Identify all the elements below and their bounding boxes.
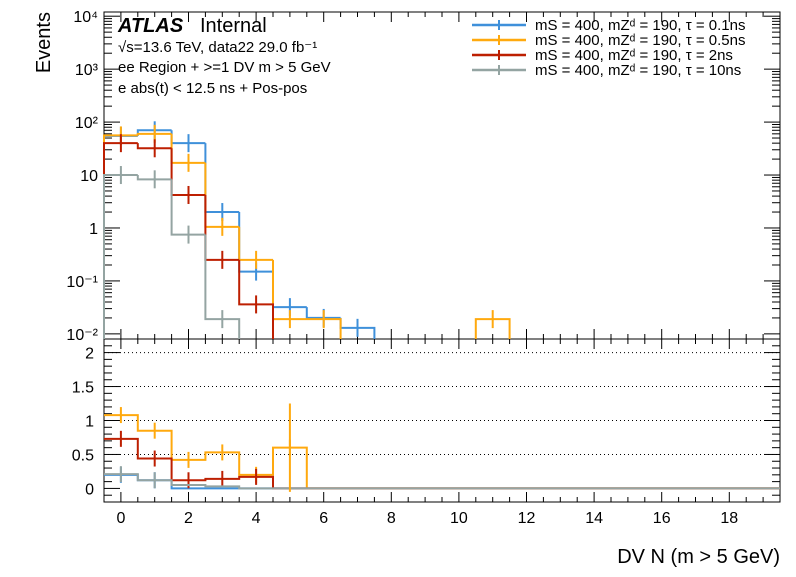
lower-axis-ticks: 0 0.5 1 1.5 2 xyxy=(72,345,780,498)
atlas-label: ATLAS xyxy=(117,15,184,37)
histogram-series-3 xyxy=(103,174,241,339)
upper-axis-ticks: 10⁻² 10⁻¹ 1 10 10² 10³ 10⁴ xyxy=(66,9,780,344)
x-tick-label: 18 xyxy=(720,510,738,527)
lower-y-tick-label: 0.5 xyxy=(72,447,94,464)
info-line-cut: e abs(t) < 12.5 ns + Pos-pos xyxy=(118,80,307,97)
atlas-status: Internal xyxy=(200,15,267,37)
legend-entry-3: mS = 400, mZᵈ = 190, τ = 10ns xyxy=(535,62,741,79)
upper-y-tick-label: 10² xyxy=(75,115,99,132)
lower-y-tick-label: 1 xyxy=(85,414,94,431)
x-tick-label: 0 xyxy=(116,510,125,527)
upper-y-tick-label: 10⁴ xyxy=(73,9,98,26)
upper-y-tick-label: 10 xyxy=(80,168,98,185)
x-axis-title: DV N (m > 5 GeV) xyxy=(617,546,780,568)
x-tick-label: 6 xyxy=(319,510,328,527)
upper-y-tick-label: 10⁻¹ xyxy=(66,274,98,291)
info-line-region: ee Region + >=1 DV m > 5 GeV xyxy=(118,59,331,76)
ratio-series-2 xyxy=(104,437,780,490)
lower-dotted-gridlines xyxy=(104,352,780,455)
upper-y-tick-label: 10³ xyxy=(75,62,99,79)
lower-panel-frame xyxy=(103,338,781,503)
x-tick-label: 4 xyxy=(252,510,261,527)
info-line-energy: √s=13.6 TeV, data22 29.0 fb⁻¹ xyxy=(118,39,317,56)
upper-y-tick-label: 10⁻² xyxy=(66,327,98,344)
legend-entry-0: mS = 400, mZᵈ = 190, τ = 0.1ns xyxy=(535,17,745,34)
upper-histograms xyxy=(103,121,511,339)
legend-entry-1: mS = 400, mZᵈ = 190, τ = 0.5ns xyxy=(535,32,745,49)
y-axis-title: Events xyxy=(33,12,55,73)
ratio-histograms xyxy=(104,403,780,492)
lower-y-tick-label: 0 xyxy=(85,481,94,498)
x-tick-label: 12 xyxy=(518,510,536,527)
lower-y-tick-label: 2 xyxy=(85,346,94,363)
ratio-series-3 xyxy=(104,473,780,490)
ratio-series-1 xyxy=(104,414,780,490)
x-tick-label: 16 xyxy=(653,510,671,527)
x-tick-label: 8 xyxy=(387,510,396,527)
x-tick-label: 10 xyxy=(450,510,468,527)
x-tick-label: 2 xyxy=(184,510,193,527)
x-tick-label: 14 xyxy=(585,510,603,527)
legend-entry-2: mS = 400, mZᵈ = 190, τ = 2ns xyxy=(535,47,733,64)
lower-y-tick-label: 1.5 xyxy=(72,380,94,397)
upper-y-tick-label: 1 xyxy=(89,221,98,238)
